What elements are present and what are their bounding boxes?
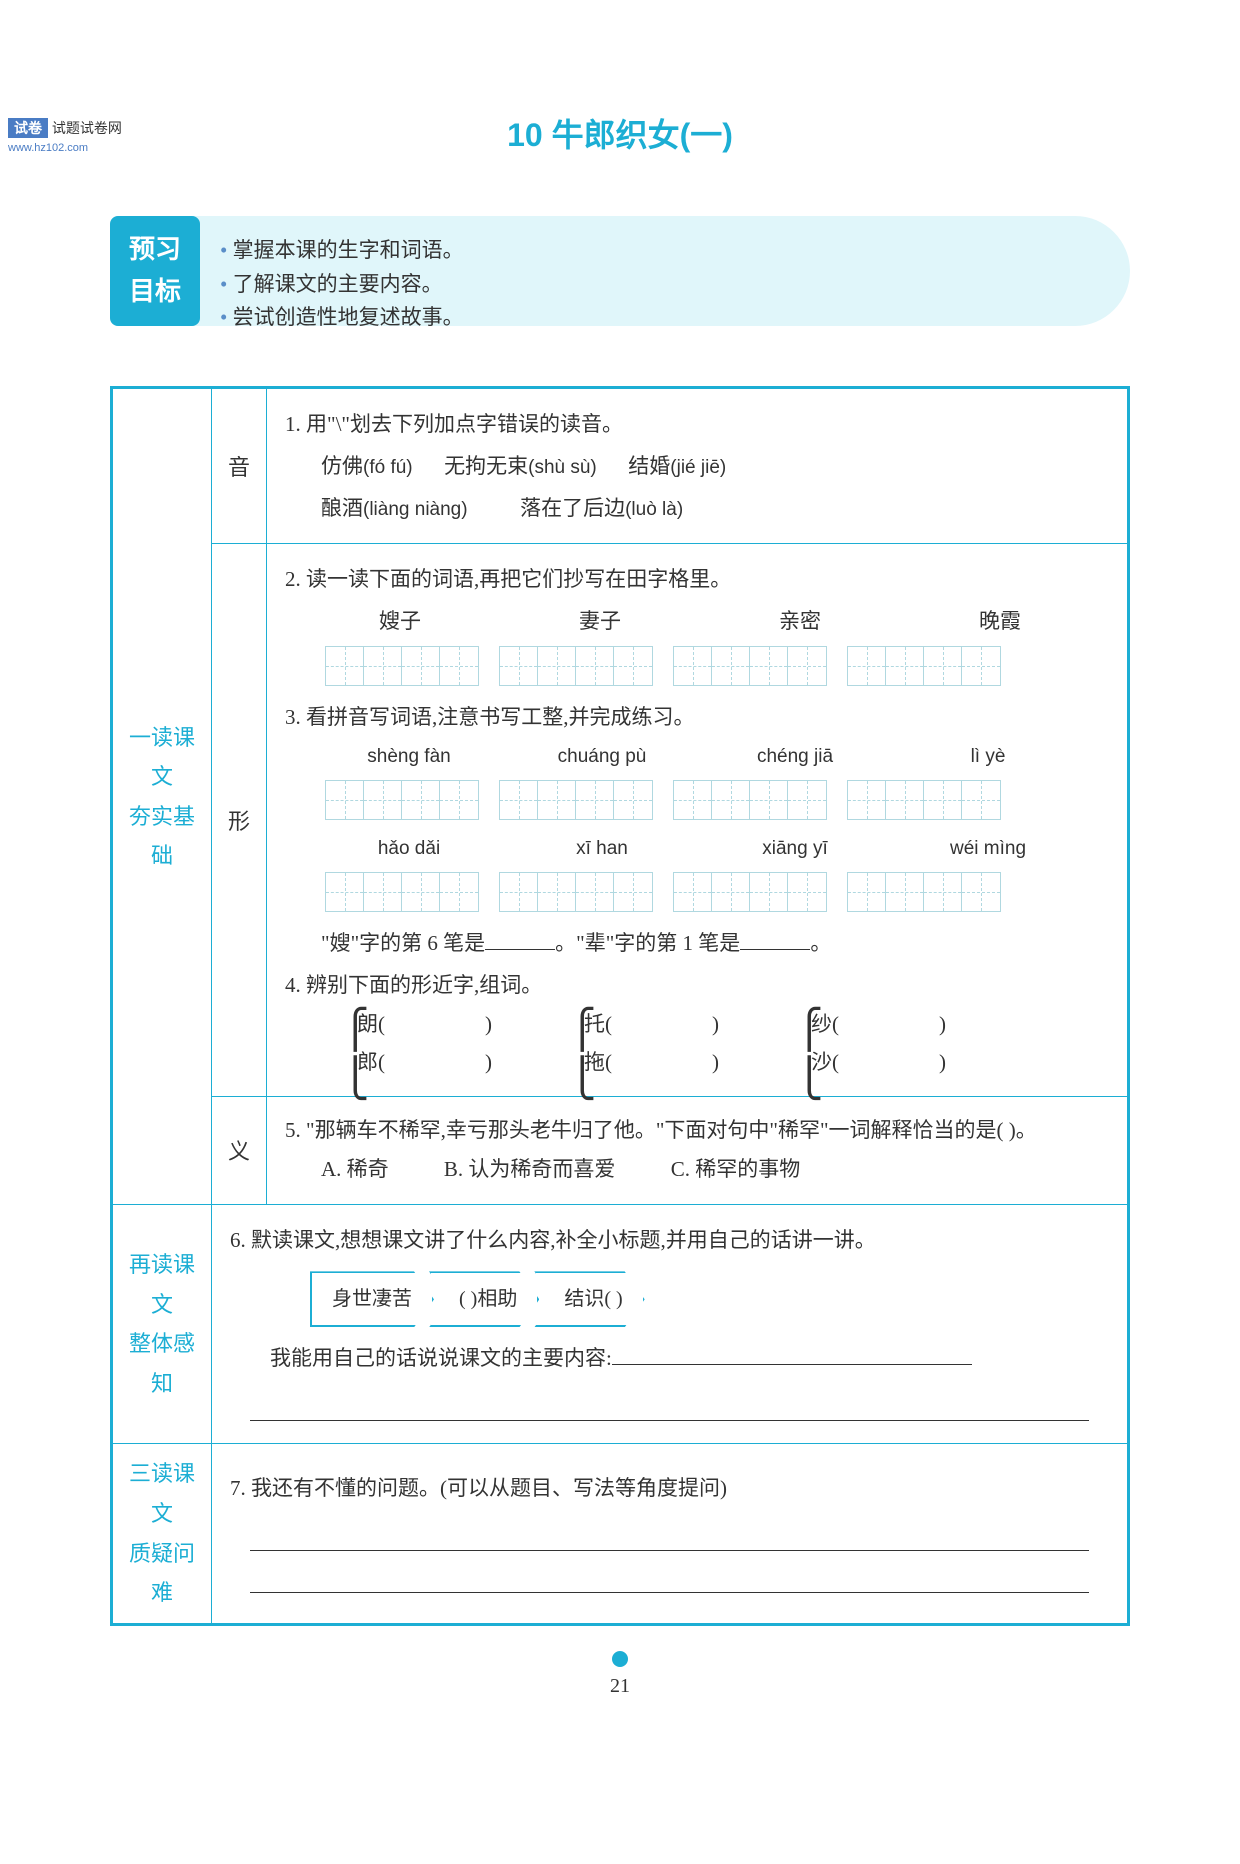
q7-content: 7. 我还有不懂的问题。(可以从题目、写法等角度提问): [212, 1444, 1129, 1624]
q3-py-row2: hǎo dǎi xī han xiāng yī wéi mìng: [325, 830, 1109, 868]
flow-box: ( )相助: [429, 1271, 539, 1327]
watermark-text1: 试题试卷网: [52, 120, 122, 136]
pair-group: ⎧⎩ 纱() 沙(): [799, 1006, 946, 1082]
q3-stroke: "嫂"字的第 6 笔是。"辈"字的第 1 笔是。: [321, 922, 1109, 964]
q6-flow: 身世凄苦 ( )相助 结识( ): [310, 1271, 1109, 1327]
q6-summary: 我能用自己的话说说课文的主要内容:: [270, 1337, 1109, 1379]
underline: [250, 1399, 1089, 1421]
label-yin: 音: [212, 388, 267, 544]
pair-group: ⎧⎩ 朗() 郎(): [345, 1006, 492, 1082]
tian-grid: [325, 646, 479, 686]
q6-content: 6. 默读课文,想想课文讲了什么内容,补全小标题,并用自己的话讲一讲。 身世凄苦…: [212, 1205, 1129, 1444]
tian-grid: [325, 872, 479, 912]
tian-grid: [499, 872, 653, 912]
tian-grid: [325, 780, 479, 820]
q6-prompt: 6. 默读课文,想想课文讲了什么内容,补全小标题,并用自己的话讲一讲。: [230, 1219, 1109, 1261]
q7-prompt: 7. 我还有不懂的问题。(可以从题目、写法等角度提问): [230, 1467, 1109, 1509]
q3-grids1: [325, 780, 1109, 820]
underline: [250, 1571, 1089, 1593]
q2-grids: [325, 646, 1109, 686]
tian-grid: [499, 646, 653, 686]
goal-item: 尝试创造性地复述故事。: [220, 301, 1130, 335]
page-dot-icon: [612, 1651, 628, 1667]
q5-options: A. 稀奇 B. 认为稀奇而喜爱 C. 稀罕的事物: [321, 1150, 1109, 1190]
tian-grid: [673, 646, 827, 686]
q234-content: 2. 读一读下面的词语,再把它们抄写在田字格里。 嫂子 妻子 亲密 晚霞 3. …: [267, 544, 1129, 1097]
label-xing: 形: [212, 544, 267, 1097]
label-yi: 义: [212, 1096, 267, 1205]
section1-label: 一读课文 夯实基础: [112, 388, 212, 1205]
section2-label: 再读课文 整体感知: [112, 1205, 212, 1444]
q3-py-row1: shèng fàn chuáng pù chéng jiā lì yè: [325, 738, 1109, 776]
page-number: 21: [0, 1675, 1240, 1698]
tian-grid: [847, 780, 1001, 820]
q4-prompt: 4. 辨别下面的形近字,组词。: [285, 964, 1109, 1006]
q3-prompt: 3. 看拼音写词语,注意书写工整,并完成练习。: [285, 696, 1109, 738]
tian-grid: [673, 780, 827, 820]
flow-box: 身世凄苦: [310, 1271, 434, 1327]
goal-list: 掌握本课的生字和词语。 了解课文的主要内容。 尝试创造性地复述故事。: [110, 216, 1130, 326]
goal-section: 预习 目标 掌握本课的生字和词语。 了解课文的主要内容。 尝试创造性地复述故事。: [110, 216, 1130, 326]
watermark-text2: www.hz102.com: [8, 142, 88, 154]
q4-pairs: ⎧⎩ 朗() 郎() ⎧⎩ 托() 拖() ⎧⎩ 纱() 沙(): [345, 1006, 1109, 1082]
watermark: 试卷 试题试卷网 www.hz102.com: [8, 118, 122, 154]
tian-grid: [847, 872, 1001, 912]
goal-item: 掌握本课的生字和词语。: [220, 234, 1130, 268]
q1-line1: 仿佛(fó fú) 无拘无束(shù sù) 结婚(jié jiē): [321, 445, 1109, 487]
section3-label: 三读课文 质疑问难: [112, 1444, 212, 1624]
watermark-badge: 试卷: [8, 118, 48, 138]
q3-grids2: [325, 872, 1109, 912]
q1-prompt: 1. 用"\"划去下列加点字错误的读音。: [285, 403, 1109, 445]
flow-box: 结识( ): [534, 1271, 644, 1327]
tian-grid: [847, 646, 1001, 686]
pair-group: ⎧⎩ 托() 拖(): [572, 1006, 719, 1082]
q1-line2: 酿酒(liàng niàng) 落在了后边(luò là): [321, 487, 1109, 529]
page-title: 10 牛郎织女(一): [0, 110, 1240, 156]
q2-labels: 嫂子 妻子 亲密 晚霞: [325, 600, 1109, 642]
goal-item: 了解课文的主要内容。: [220, 268, 1130, 302]
underline: [250, 1529, 1089, 1551]
q5-prompt: 5. "那辆车不稀罕,幸亏那头老牛归了他。"下面对句中"稀罕"一词解释恰当的是(…: [285, 1111, 1109, 1151]
q5-content: 5. "那辆车不稀罕,幸亏那头老牛归了他。"下面对句中"稀罕"一词解释恰当的是(…: [267, 1096, 1129, 1205]
tian-grid: [673, 872, 827, 912]
q1-content: 1. 用"\"划去下列加点字错误的读音。 仿佛(fó fú) 无拘无束(shù …: [267, 388, 1129, 544]
tian-grid: [499, 780, 653, 820]
main-table: 一读课文 夯实基础 音 1. 用"\"划去下列加点字错误的读音。 仿佛(fó f…: [110, 386, 1130, 1626]
q2-prompt: 2. 读一读下面的词语,再把它们抄写在田字格里。: [285, 558, 1109, 600]
